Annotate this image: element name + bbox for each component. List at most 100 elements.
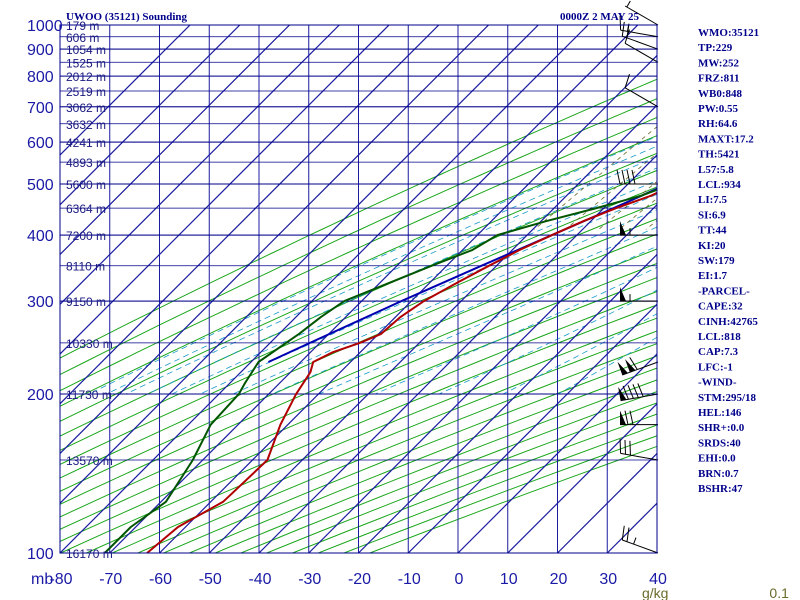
pressure-label: 100 xyxy=(27,546,54,563)
mixing-ratio-units: g/kg xyxy=(642,585,668,600)
pressure-label: 900 xyxy=(27,42,54,59)
height-label: 4893 m xyxy=(66,156,106,170)
wind-barb xyxy=(624,29,659,63)
pressure-label: 600 xyxy=(27,135,54,152)
isotherm-line xyxy=(557,452,657,553)
moist-adiabat xyxy=(502,313,657,395)
temperature-tick-label: -10 xyxy=(398,571,421,588)
height-label: 3062 m xyxy=(66,101,106,115)
temperature-tick-label: -20 xyxy=(348,571,371,588)
wind-barb xyxy=(621,525,659,554)
mixing-ratio-line xyxy=(565,152,657,230)
index-item: SHR+:0.0 xyxy=(698,422,745,434)
dry-adiabat xyxy=(60,277,657,530)
index-item: SRDS:40 xyxy=(698,437,741,449)
isotherm-line xyxy=(358,253,657,553)
isotherm-line xyxy=(60,25,490,455)
pressure-label: 1000 xyxy=(27,18,63,35)
barb-flag xyxy=(617,361,628,376)
barb-full xyxy=(626,527,630,542)
wind-barb xyxy=(620,287,658,302)
moist-adiabat xyxy=(557,336,657,395)
isotherm-line xyxy=(109,25,639,553)
barb-staff xyxy=(622,35,659,50)
station-title: UWOO (35121) Sounding xyxy=(66,11,188,23)
index-item: CAP:7.3 xyxy=(698,346,739,358)
barb-full xyxy=(624,29,630,44)
barb-full xyxy=(621,525,625,541)
temperature-tick-label: 0 xyxy=(455,571,464,588)
barb-full xyxy=(624,439,627,455)
index-item: TH:5421 xyxy=(698,149,740,161)
barb-staff xyxy=(622,539,659,554)
temperature-tick-label: 30 xyxy=(599,571,617,588)
height-label: 9150 m xyxy=(66,295,106,309)
pressure-units: mb xyxy=(31,571,53,588)
barb-full xyxy=(629,410,634,425)
barb-full xyxy=(627,384,634,399)
isotherm-line xyxy=(60,25,440,405)
index-item: FRZ:811 xyxy=(698,73,740,85)
temperature-trace xyxy=(146,191,657,553)
index-item: SI:6.9 xyxy=(698,209,726,221)
temperature-tick-label: -40 xyxy=(248,571,271,588)
pressure-label: 800 xyxy=(27,69,54,86)
barb-full xyxy=(631,169,636,185)
dry-adiabat xyxy=(60,290,657,543)
wind-barb xyxy=(624,74,659,108)
temperature-tick-label: 10 xyxy=(500,571,518,588)
dry-adiabat xyxy=(111,330,657,553)
index-item: SW:179 xyxy=(698,255,735,267)
indices-panel: WMO:35121 TP:229 MW:252 FRZ:811 WB0:848 PW:0.… xyxy=(698,27,759,495)
height-label: 179 m xyxy=(66,19,99,33)
height-label: 8110 m xyxy=(66,260,105,274)
height-label: 5600 m xyxy=(66,178,106,192)
dry-adiabat xyxy=(60,304,657,553)
index-item: WB0:848 xyxy=(698,88,743,100)
index-item: TT:44 xyxy=(698,225,727,237)
mixing-ratio-label: 0.1 xyxy=(769,585,789,600)
moist-adiabat xyxy=(271,226,657,395)
wind-barb xyxy=(624,0,659,26)
height-label: 606 m xyxy=(66,31,99,45)
mixing-ratio-line xyxy=(534,126,657,230)
barb-half xyxy=(626,0,631,8)
height-label: 11730 m xyxy=(66,388,112,402)
wind-barb xyxy=(620,221,658,236)
index-item: -PARCEL- xyxy=(698,285,750,297)
background-grid xyxy=(60,25,657,553)
index-item: STM:295/18 xyxy=(698,392,757,404)
index-item: LFC:-1 xyxy=(698,361,733,373)
moist-adiabat xyxy=(88,136,657,395)
barb-full xyxy=(619,439,622,454)
dry-adiabat xyxy=(60,233,657,492)
index-item: EI:1.7 xyxy=(698,270,728,282)
barb-full xyxy=(624,410,629,425)
barb-staff xyxy=(620,393,659,402)
dry-adiabat xyxy=(60,248,657,505)
barb-staff xyxy=(624,87,659,108)
sounding-traces xyxy=(104,187,657,553)
height-label: 10330 m xyxy=(66,337,113,351)
index-item: HEL:146 xyxy=(698,407,742,419)
barb-full xyxy=(621,169,626,185)
index-item: KI:20 xyxy=(698,240,726,252)
parcel-trace xyxy=(267,187,657,363)
height-label: 1525 m xyxy=(66,56,106,70)
height-label: 1054 m xyxy=(66,43,106,57)
index-item: BSHR:47 xyxy=(698,483,743,495)
temperature-tick-label: -50 xyxy=(199,571,222,588)
index-item: BRN:0.7 xyxy=(698,468,739,480)
height-label: 3632 m xyxy=(66,118,106,132)
index-item: TP:229 xyxy=(698,42,733,54)
plot-frame xyxy=(59,24,658,554)
barb-full xyxy=(626,169,631,185)
temperature-tick-label: 40 xyxy=(649,571,667,588)
index-item: LCL:818 xyxy=(698,331,741,343)
wind-barb xyxy=(620,410,658,426)
index-item: LCL:934 xyxy=(698,179,741,191)
index-item: CINH:42765 xyxy=(698,316,758,328)
index-item: PW:0.55 xyxy=(698,103,739,115)
dewpoint-trace xyxy=(104,188,657,553)
